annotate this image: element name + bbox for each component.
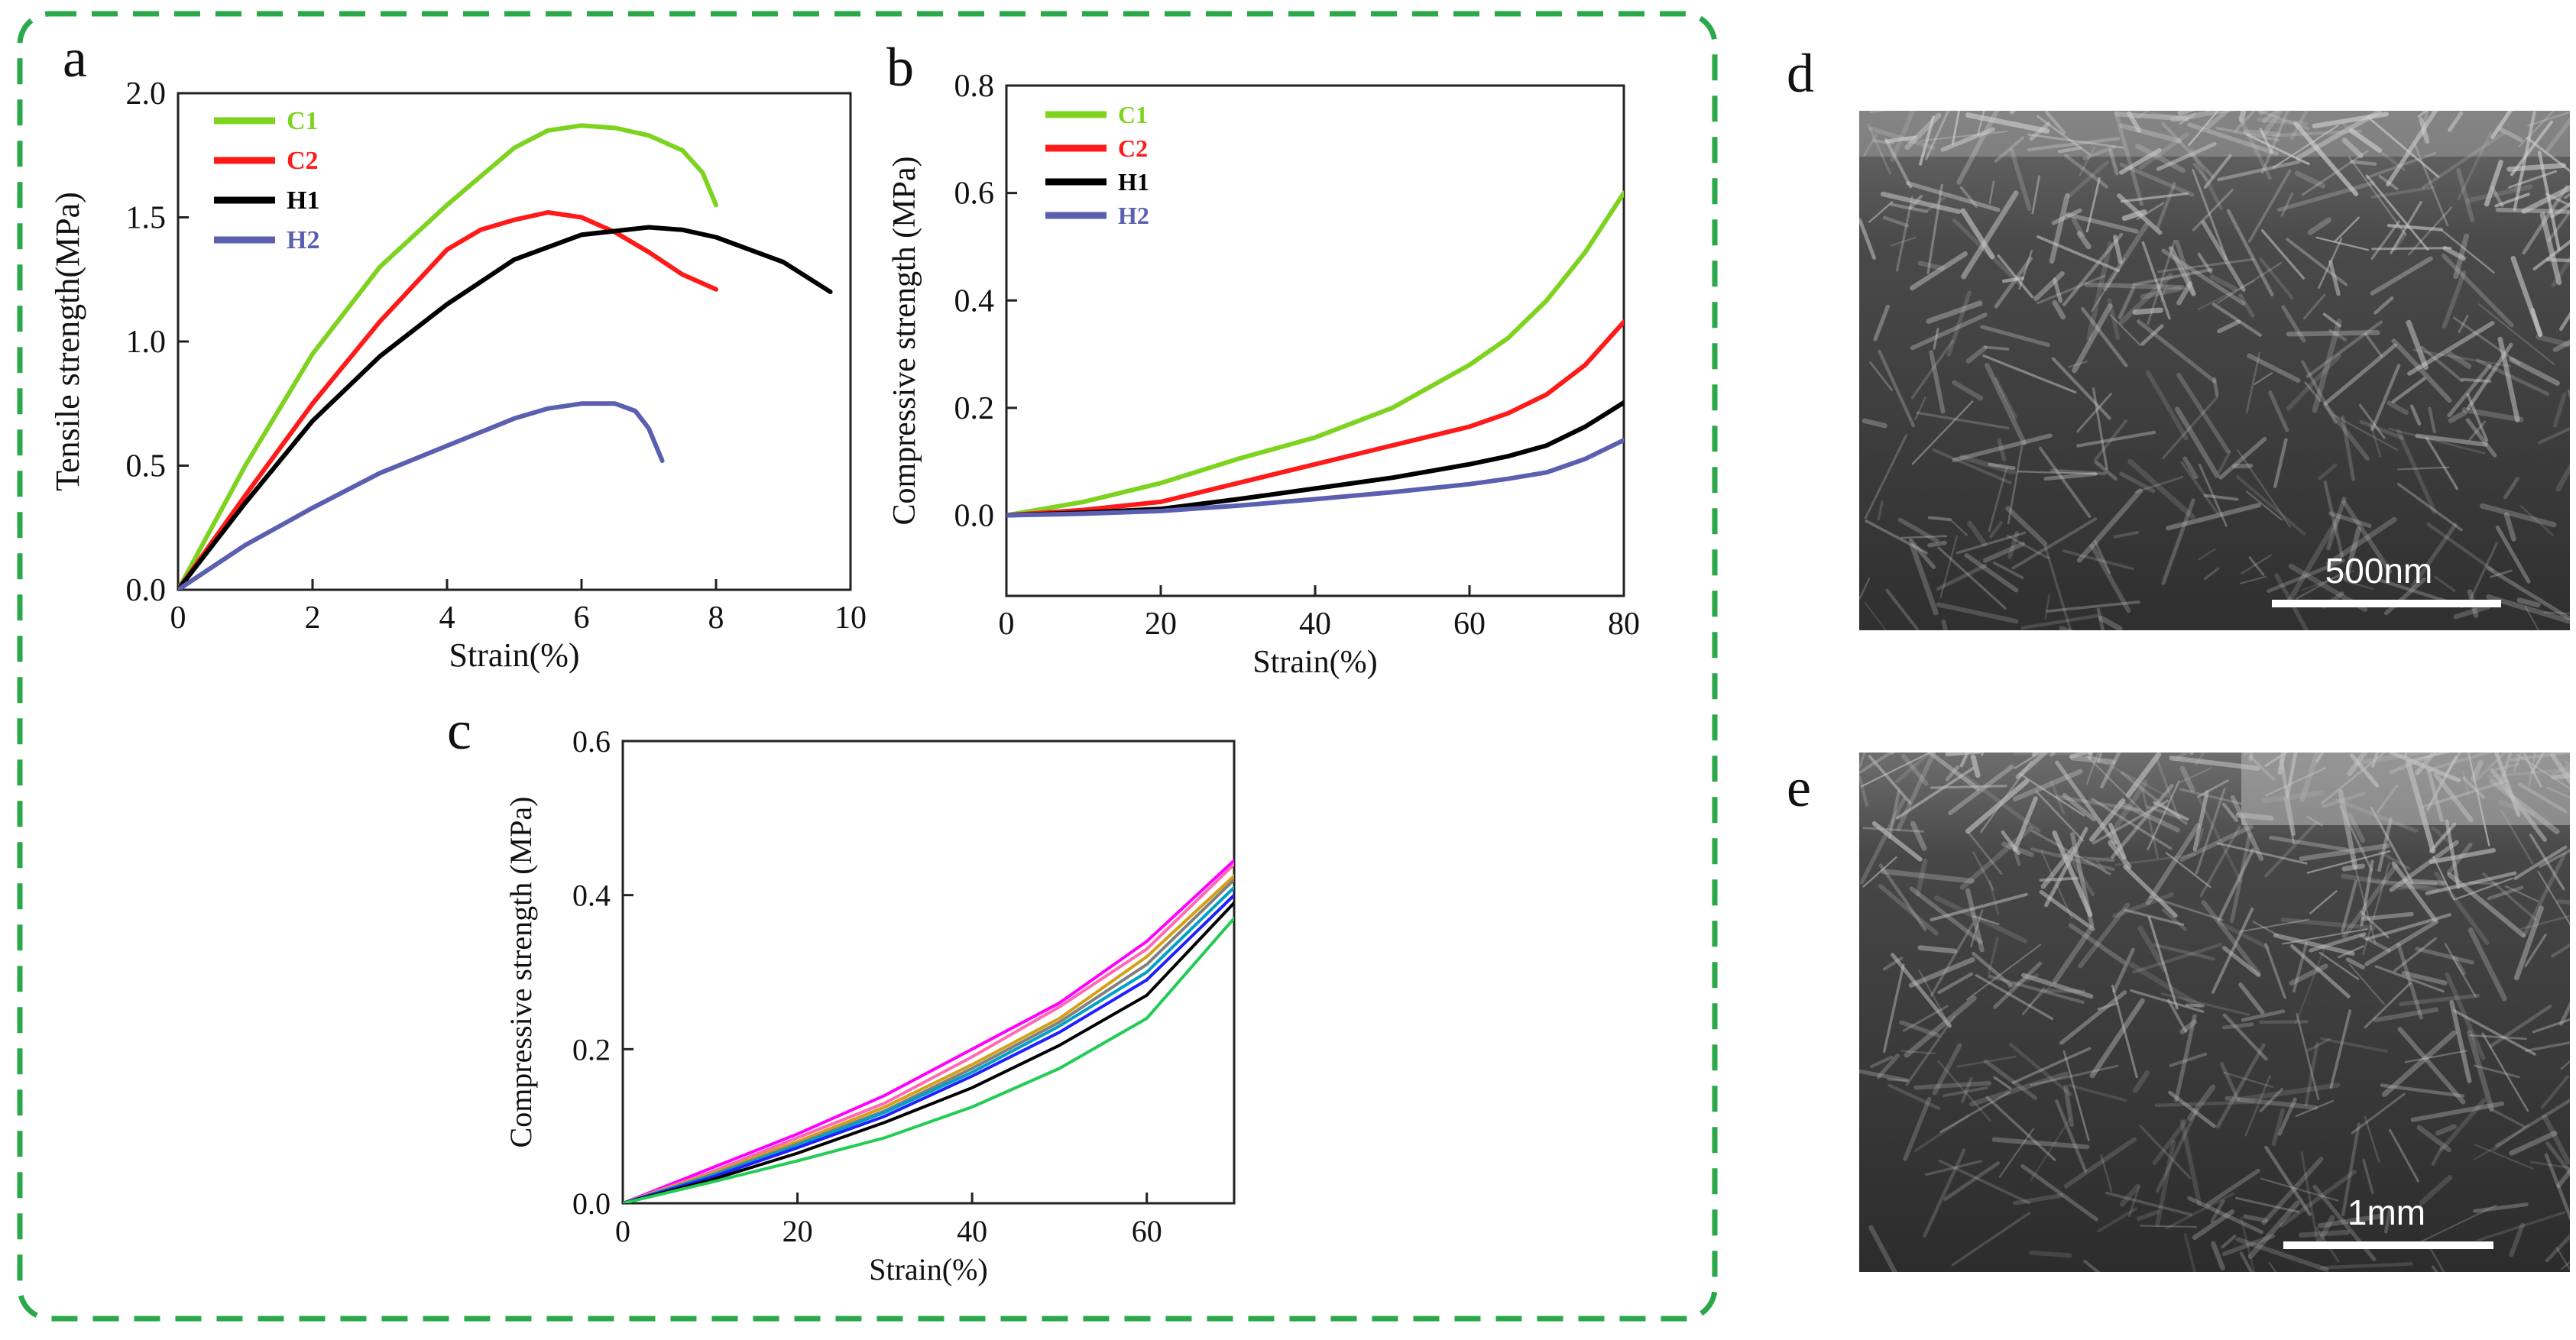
x-axis-label-a: Strain(%) xyxy=(449,636,579,674)
scale-bar-d xyxy=(2272,600,2501,607)
sem-fiber xyxy=(2234,466,2250,467)
legend-label-b-H1: H1 xyxy=(1118,168,1149,196)
sem-fiber xyxy=(2373,248,2451,249)
x-tick-label-c-0: 0 xyxy=(615,1214,630,1248)
series-line-b-C1 xyxy=(1006,193,1624,516)
x-tick-label-b-4: 80 xyxy=(1608,607,1640,642)
panel-letter-e: e xyxy=(1787,760,1811,815)
y-tick-label-c-3: 0.6 xyxy=(572,724,611,759)
sem-image-e: 1mm xyxy=(1859,753,2570,1272)
x-tick-label-b-3: 60 xyxy=(1453,607,1486,642)
sem-fiber xyxy=(2548,260,2570,261)
sem-fiber xyxy=(1920,948,1955,952)
x-tick-label-a-5: 10 xyxy=(834,600,867,636)
sem-fiber xyxy=(2135,310,2160,312)
panel-letter-c: c xyxy=(447,700,471,761)
sem-fiber xyxy=(1947,753,1979,754)
series-line-c-3 xyxy=(623,880,1234,1204)
sem-image-d: 500nm xyxy=(1859,111,2570,630)
sem-fiber xyxy=(1930,518,1950,520)
x-axis-label-c: Strain(%) xyxy=(869,1252,988,1287)
panel-letter-d: d xyxy=(1787,46,1814,101)
scale-label-e: 1mm xyxy=(2276,1192,2497,1233)
y-tick-label-a-0: 0.0 xyxy=(126,573,167,608)
y-axis-label-b: Compressive strength (MPa) xyxy=(887,157,922,526)
sem-fiber xyxy=(2405,881,2444,883)
sem-fiber xyxy=(2351,162,2375,164)
series-line-c-5 xyxy=(623,895,1234,1203)
y-axis-label-c: Compressive strength (MPa) xyxy=(504,797,538,1148)
legend-label-b-C1: C1 xyxy=(1118,101,1148,128)
legend-label-a-C1: C1 xyxy=(287,107,319,135)
x-tick-label-a-2: 4 xyxy=(439,600,455,636)
sem-fiber xyxy=(1985,347,2008,348)
legend-label-b-C2: C2 xyxy=(1118,134,1148,162)
y-tick-label-a-2: 1.0 xyxy=(126,325,167,360)
y-tick-label-a-1: 0.5 xyxy=(126,449,167,484)
series-line-c-6 xyxy=(623,903,1234,1203)
series-line-a-C2 xyxy=(178,212,716,590)
series-line-c-4 xyxy=(623,888,1234,1203)
y-tick-label-b-4: 0.8 xyxy=(954,69,995,104)
y-tick-label-c-0: 0.0 xyxy=(572,1186,611,1221)
plot-frame-b xyxy=(1006,86,1624,596)
scale-label-d: 500nm xyxy=(2257,550,2501,591)
y-tick-label-a-4: 2.0 xyxy=(126,76,167,112)
x-tick-label-c-3: 60 xyxy=(1132,1214,1162,1248)
sem-fiber xyxy=(1930,542,1945,545)
legend-label-a-H1: H1 xyxy=(287,186,319,215)
x-tick-label-a-0: 0 xyxy=(170,600,186,636)
sem-fiber xyxy=(2041,879,2078,880)
chart-c: c 0 20 40 60 0.0 0.2 0.4 0.6 Strain(%) Compressive… xyxy=(447,700,1234,1287)
y-tick-label-b-1: 0.2 xyxy=(954,391,995,426)
sem-fiber xyxy=(2086,285,2182,288)
x-axis-label-b: Strain(%) xyxy=(1252,645,1377,680)
x-tick-label-a-3: 6 xyxy=(574,600,590,636)
x-tick-label-c-2: 40 xyxy=(957,1214,987,1248)
panel-letter-a: a xyxy=(63,28,87,89)
legend-label-a-C2: C2 xyxy=(287,147,319,175)
panel-letter-b: b xyxy=(886,37,914,98)
series-line-c-0 xyxy=(623,860,1234,1203)
series-line-a-C1 xyxy=(178,125,716,590)
y-tick-label-c-2: 0.4 xyxy=(572,879,611,913)
y-axis-label-a: Tensile strength(MPa) xyxy=(49,192,86,491)
y-tick-label-c-1: 0.2 xyxy=(572,1032,611,1066)
x-tick-label-c-1: 20 xyxy=(783,1214,813,1248)
y-tick-label-b-2: 0.4 xyxy=(954,283,995,319)
x-tick-label-b-0: 0 xyxy=(999,607,1015,642)
y-tick-label-b-3: 0.6 xyxy=(954,176,995,212)
chart-a: a 0 2 4 6 8 10 0.0 0.5 1.0 1.5 2.0 Strain(%) Tensile … xyxy=(49,28,867,674)
sem-fiber xyxy=(2463,380,2490,381)
y-tick-label-a-3: 1.5 xyxy=(126,201,167,236)
y-tick-label-b-0: 0.0 xyxy=(954,499,995,534)
x-tick-label-b-1: 20 xyxy=(1145,607,1177,642)
x-tick-label-b-2: 40 xyxy=(1299,607,1331,642)
plot-frame-a xyxy=(178,93,851,590)
x-tick-label-a-1: 2 xyxy=(305,600,321,636)
series-line-c-1 xyxy=(623,864,1234,1203)
sem-fiber xyxy=(2031,1253,2069,1256)
plot-frame-c xyxy=(623,741,1234,1203)
series-line-a-H1 xyxy=(178,228,831,591)
legend-label-b-H2: H2 xyxy=(1118,202,1149,229)
x-tick-label-a-4: 8 xyxy=(708,600,724,636)
chart-b: b 0 20 40 60 80 0.0 0.2 0.4 0.6 0.8 Strain(%) Compre… xyxy=(886,37,1640,680)
legend-label-a-H2: H2 xyxy=(287,226,319,254)
series-line-c-2 xyxy=(623,876,1234,1204)
sem-fiber xyxy=(2498,210,2568,212)
sem-fiber xyxy=(2558,901,2570,904)
scale-bar-e xyxy=(2283,1241,2493,1249)
